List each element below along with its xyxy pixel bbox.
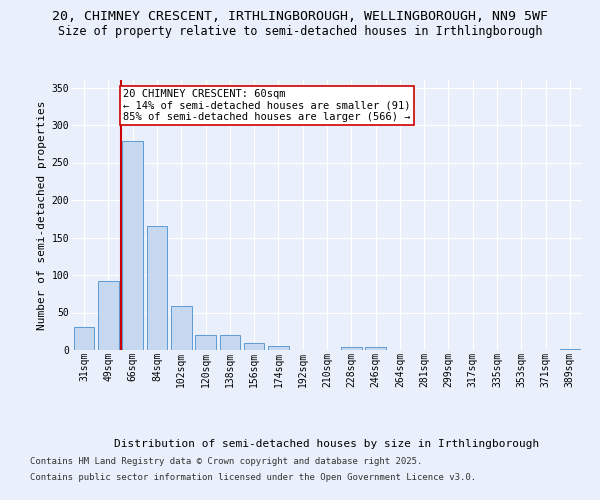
Text: 20, CHIMNEY CRESCENT, IRTHLINGBOROUGH, WELLINGBOROUGH, NN9 5WF: 20, CHIMNEY CRESCENT, IRTHLINGBOROUGH, W… (52, 10, 548, 23)
Text: 20 CHIMNEY CRESCENT: 60sqm
← 14% of semi-detached houses are smaller (91)
85% of: 20 CHIMNEY CRESCENT: 60sqm ← 14% of semi… (123, 89, 410, 122)
Bar (244, 344, 265, 350)
Bar (268, 346, 289, 350)
Bar (220, 335, 240, 350)
Bar (365, 347, 386, 350)
X-axis label: Distribution of semi-detached houses by size in Irthlingborough: Distribution of semi-detached houses by … (115, 440, 539, 450)
Bar (171, 306, 191, 350)
Bar (146, 226, 167, 350)
Bar (195, 335, 216, 350)
Bar (98, 281, 119, 350)
Y-axis label: Number of semi-detached properties: Number of semi-detached properties (37, 100, 47, 330)
Bar (560, 348, 580, 350)
Bar (122, 141, 143, 350)
Bar (74, 327, 94, 350)
Text: Contains public sector information licensed under the Open Government Licence v3: Contains public sector information licen… (30, 472, 476, 482)
Text: Size of property relative to semi-detached houses in Irthlingborough: Size of property relative to semi-detach… (58, 25, 542, 38)
Text: Contains HM Land Registry data © Crown copyright and database right 2025.: Contains HM Land Registry data © Crown c… (30, 458, 422, 466)
Bar (341, 347, 362, 350)
